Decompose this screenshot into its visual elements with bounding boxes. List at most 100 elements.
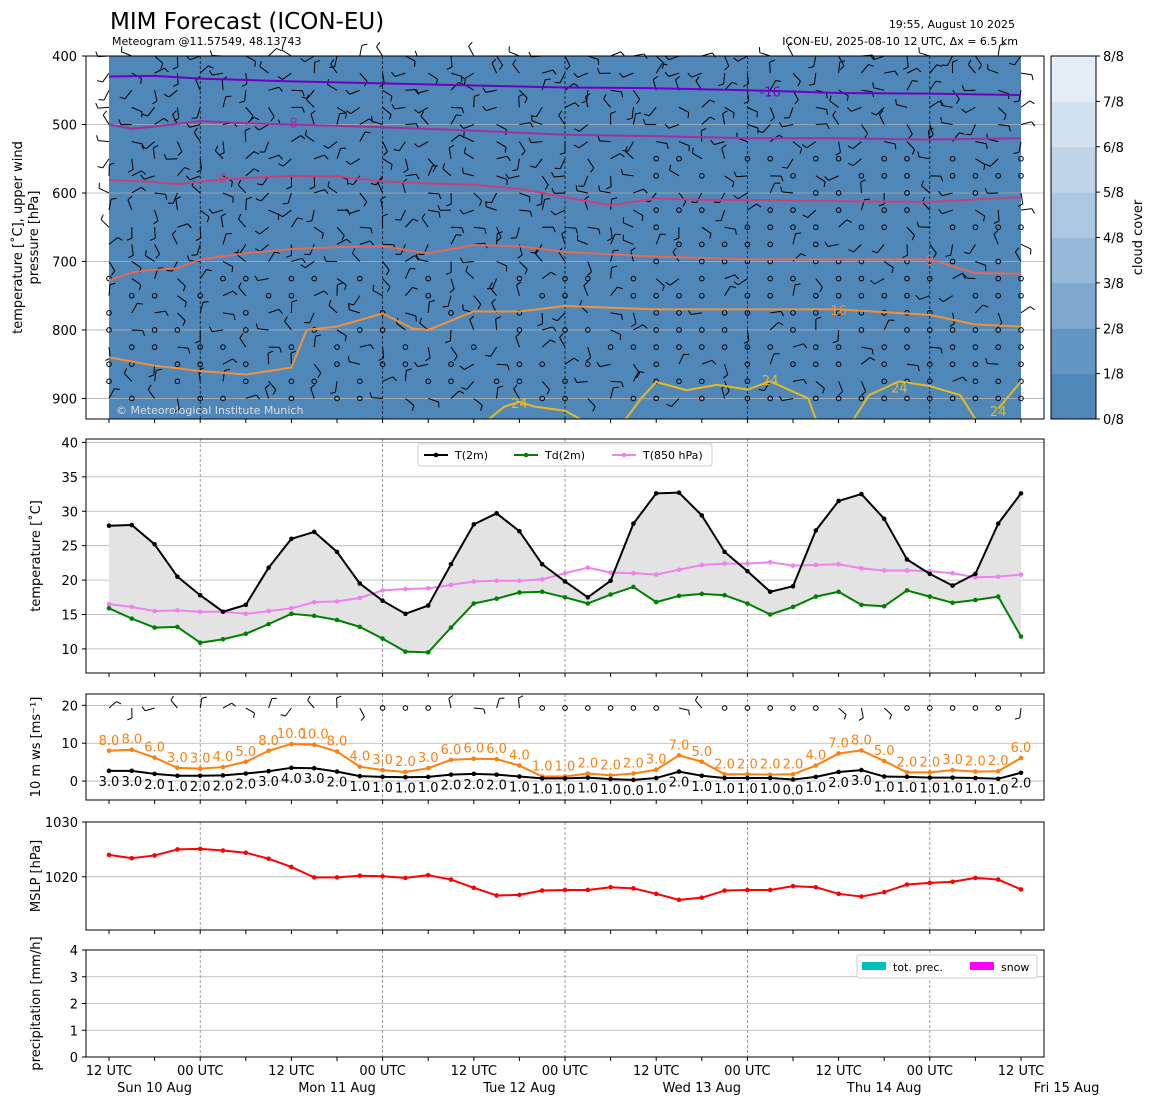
data-label-gust: 4.0 xyxy=(509,749,530,764)
upper-wind-barb-flag xyxy=(984,187,988,194)
series-point-gust xyxy=(722,771,727,777)
upper-wind-barb-flag xyxy=(323,145,329,149)
upper-wind-barb xyxy=(468,41,475,57)
legend-swatch-snow xyxy=(970,962,994,970)
legend-marker-t2m xyxy=(433,452,439,458)
upper-wind-barb-calm xyxy=(699,344,705,350)
upper-wind-barb-flag xyxy=(945,254,951,257)
upper-wind-barb xyxy=(154,310,169,317)
surface-wind-barb-flag xyxy=(694,695,699,701)
upper-wind-barb-flag xyxy=(142,330,145,336)
upper-wind-barb-staff xyxy=(349,209,360,214)
upper-wind-barb-staff xyxy=(245,394,257,399)
upper-wind-barb xyxy=(473,192,483,206)
upper-wind-barb-staff xyxy=(989,158,999,167)
upper-wind-barb xyxy=(871,244,885,254)
upper-wind-barb-staff xyxy=(450,278,455,290)
upper-wind-barb-calm xyxy=(676,292,682,299)
series-point-t2m xyxy=(653,491,659,496)
upper-wind-barb-calm xyxy=(972,327,979,333)
data-label-gust: 7.0 xyxy=(828,736,849,751)
upper-wind-barb-calm xyxy=(1018,292,1024,299)
upper-wind-barb-staff xyxy=(1020,100,1031,108)
upper-wind-barb-calm xyxy=(858,395,865,402)
upper-wind-barb-flag xyxy=(870,280,875,285)
upper-wind-barb-flag xyxy=(453,355,458,361)
upper-wind-barb xyxy=(310,110,316,125)
upper-wind-barb-flag xyxy=(208,70,213,76)
upper-wind-barb-flag xyxy=(962,272,965,279)
upper-wind-barb-flag xyxy=(416,253,418,260)
surface-wind-barb-flag xyxy=(170,695,174,701)
upper-wind-barb-flag xyxy=(587,271,592,276)
upper-wind-barb-staff xyxy=(485,106,497,112)
upper-wind-barb-flag xyxy=(98,99,105,101)
series-point-mslp xyxy=(927,880,933,886)
upper-wind-barb xyxy=(496,363,510,371)
data-label-gust: 4.0 xyxy=(349,750,370,765)
upper-wind-barb-staff xyxy=(518,96,520,108)
upper-wind-barb xyxy=(974,55,983,70)
data-label-gust: 4.0 xyxy=(805,749,826,764)
upper-wind-barb-flag xyxy=(141,170,147,175)
upper-wind-barb-staff xyxy=(336,329,347,337)
upper-wind-barb-flag xyxy=(415,89,420,95)
upper-wind-barb xyxy=(290,299,298,313)
upper-wind-barb xyxy=(531,115,543,125)
upper-wind-barb xyxy=(516,281,522,296)
upper-wind-barb xyxy=(140,174,155,180)
upper-wind-barb xyxy=(519,209,533,217)
data-label-ws: 2.0 xyxy=(327,776,348,791)
upper-wind-barb-calm xyxy=(197,292,203,299)
upper-wind-barb-flag xyxy=(198,367,204,371)
upper-wind-barb-calm xyxy=(1018,224,1024,231)
upper-wind-barb-flag xyxy=(165,310,169,317)
upper-wind-barb-staff xyxy=(724,55,730,67)
upper-wind-barb xyxy=(610,312,624,321)
upper-wind-barb xyxy=(860,381,867,396)
upper-wind-barb-staff xyxy=(700,130,703,142)
upper-wind-barb-staff xyxy=(394,106,406,110)
upper-wind-barb-calm xyxy=(767,292,774,299)
precip-ytick-label: 2 xyxy=(70,998,78,1013)
surface-wind-barb-staff xyxy=(517,698,520,709)
data-label-ws: 1.0 xyxy=(167,780,188,795)
upper-wind-barb-flag xyxy=(561,230,567,235)
upper-wind-barb-staff xyxy=(245,168,255,177)
upper-wind-barb xyxy=(199,209,210,223)
upper-wind-barb-staff xyxy=(417,363,429,368)
upper-wind-barb xyxy=(405,312,417,322)
upper-wind-barb xyxy=(277,209,292,218)
upper-air-panel: -16-8081624242424400500600700800900tempe… xyxy=(10,41,1045,423)
upper-wind-barb-staff xyxy=(212,209,224,214)
upper-wind-barb xyxy=(824,175,839,181)
upper-wind-barb-flag xyxy=(603,93,607,100)
series-point-gust xyxy=(243,759,249,765)
series-point-td2m xyxy=(334,617,340,623)
surface-wind-barb-flag xyxy=(483,708,486,714)
upper-wind-barb-staff xyxy=(336,226,345,236)
isotherm-24 xyxy=(769,380,817,420)
series-point-mslp xyxy=(380,873,385,879)
upper-wind-barb-staff xyxy=(508,175,520,179)
upper-wind-barb-flag xyxy=(868,64,874,67)
upper-wind-barb-calm xyxy=(106,361,112,368)
upper-wind-barb xyxy=(495,316,501,331)
upper-wind-barb xyxy=(395,209,406,221)
data-label-gust: 2.0 xyxy=(965,755,986,770)
series-point-mslp xyxy=(676,897,682,903)
upper-wind-barb xyxy=(656,141,669,150)
series-point-mslp xyxy=(995,877,1001,882)
upper-wind-barb xyxy=(938,190,953,197)
upper-wind-barb-staff xyxy=(564,102,576,108)
upper-wind-barb xyxy=(97,72,110,83)
upper-wind-barb xyxy=(172,73,179,87)
upper-wind-barb-calm xyxy=(699,258,705,265)
upper-wind-barb xyxy=(496,155,511,162)
upper-wind-barb-flag xyxy=(339,112,346,115)
upper-wind-barb-calm xyxy=(927,327,933,333)
upper-wind-barb xyxy=(405,398,415,411)
series-point-t2m xyxy=(266,565,271,570)
series-point-t850 xyxy=(950,570,955,576)
upper-wind-barb-calm xyxy=(744,292,751,299)
